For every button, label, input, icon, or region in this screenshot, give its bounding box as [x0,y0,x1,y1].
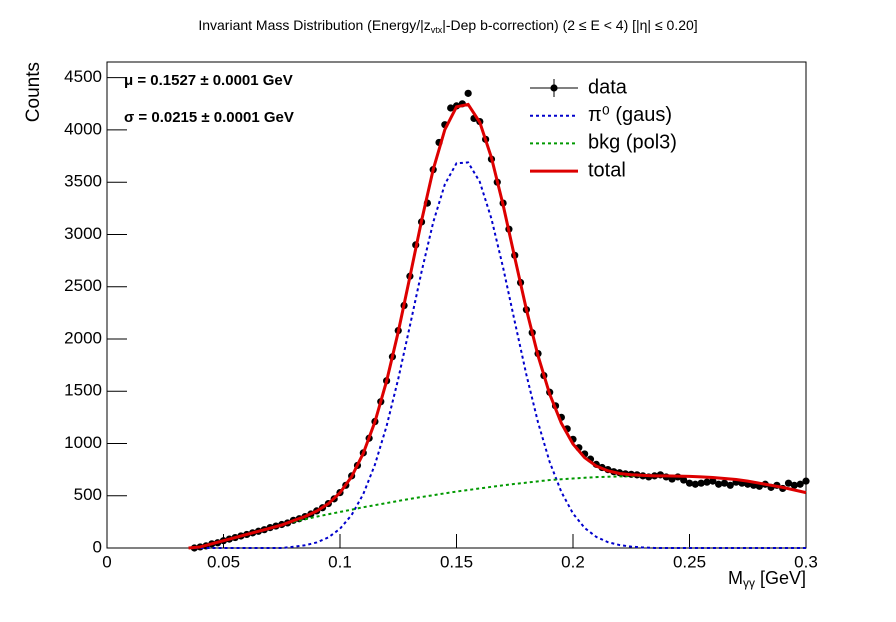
y-tick-label: 4000 [64,119,102,138]
y-tick-label: 3500 [64,172,102,191]
x-tick-label: 0.05 [207,552,240,571]
data-point [709,477,717,485]
x-label-end: [GeV] [755,568,806,588]
title-sub: vtx [431,25,443,35]
x-label-main: M [728,568,743,588]
legend-label: π⁰ (gaus) [588,104,672,126]
data-point [691,480,699,488]
y-tick-label: 3000 [64,224,102,243]
y-tick-label: 0 [93,537,102,556]
data-point [715,480,723,488]
fit-annotation: μ = 0.1527 ± 0.0001 GeV [124,72,293,89]
data-point [796,480,804,488]
data-point [720,479,729,487]
legend-label: bkg (pol3) [588,132,677,154]
x-tick-label: 0.2 [561,552,585,571]
x-tick-label: 0.15 [440,552,473,571]
legend-marker [550,84,558,92]
data-point [685,479,694,487]
fit-annotation: σ = 0.0215 ± 0.0001 GeV [124,109,294,126]
y-tick-label: 1000 [64,433,102,452]
y-tick-label: 500 [74,485,102,504]
y-tick-label: 2500 [64,276,102,295]
data-point [726,481,734,489]
fit-curve [188,161,806,549]
data-point [464,89,472,97]
x-tick-label: 0 [102,552,111,571]
x-tick-label: 0.1 [328,552,352,571]
data-point [802,477,810,485]
fit-curve [188,102,807,550]
data-point [447,104,455,112]
y-tick-label: 1500 [64,381,102,400]
y-axis-label: Counts [23,62,44,122]
x-tick-label: 0.3 [794,552,818,571]
data-point [680,476,688,484]
legend-label: data [588,76,628,98]
data-point [703,478,711,486]
data-point [784,479,793,487]
chart-title: Invariant Mass Distribution (Energy/|zvt… [198,17,697,36]
x-tick-label: 0.25 [673,552,706,571]
x-label-sub: γγ [743,576,755,590]
title-main: Invariant Mass Distribution (Energy/|z [198,17,430,33]
data-point [790,481,798,489]
legend-label: total [588,159,626,181]
y-tick-label: 4500 [64,67,102,86]
data-point [697,479,705,487]
y-tick-label: 2000 [64,328,102,347]
x-axis-label: Mγγ [GeV] [728,568,806,590]
title-end: |-Dep b-correction) (2 ≤ E < 4) [|η| ≤ 0… [442,17,697,33]
